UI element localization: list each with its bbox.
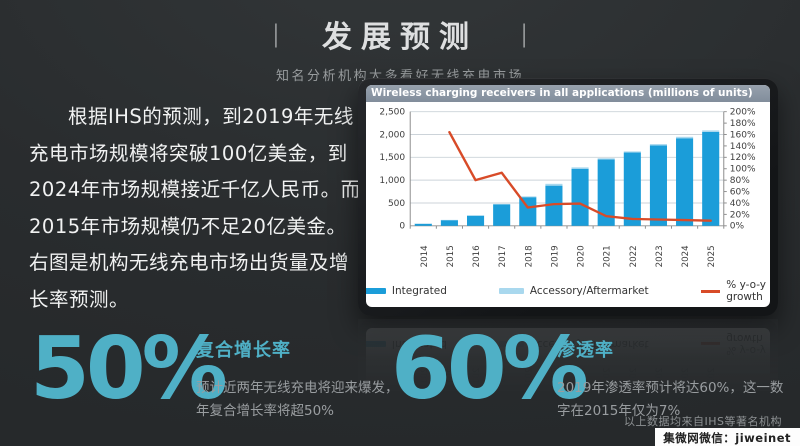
stat-penetration-value: 60%	[391, 319, 589, 419]
svg-text:2018: 2018	[524, 245, 534, 267]
svg-text:60%: 60%	[730, 188, 750, 198]
chart-panel: Wireless charging receivers in all appli…	[366, 85, 770, 307]
chart-legend: Integrated Accessory/Aftermarket % y-o-y g…	[366, 279, 770, 307]
stat-cagr-label: 复合增长率	[196, 340, 291, 361]
svg-text:160%: 160%	[730, 131, 756, 141]
svg-text:2024: 2024	[681, 245, 691, 267]
bar-swatch-icon	[498, 288, 524, 294]
title-divider-left: |	[271, 20, 280, 48]
page-title: 发展预测	[322, 20, 478, 55]
wechat-badge: 集微网微信：jiweinet	[655, 428, 800, 446]
svg-text:2025: 2025	[707, 245, 717, 267]
legend-item-growth: % y-o-y growth	[700, 279, 770, 303]
svg-text:500: 500	[388, 199, 406, 209]
svg-text:2021: 2021	[603, 245, 613, 267]
svg-text:2023: 2023	[655, 245, 665, 267]
stat-cagr-value: 50%	[30, 319, 228, 419]
svg-text:180%: 180%	[730, 119, 756, 129]
svg-text:2019: 2019	[550, 245, 560, 267]
forecast-chart: 0 500 1,000 1,500 2,000 2,500 0% 20%40%60% 80%10…	[366, 102, 770, 279]
svg-text:2,000: 2,000	[379, 131, 405, 141]
svg-text:1,000: 1,000	[379, 176, 405, 186]
stat-cagr-desc: 预计近两年无线充电将迎来爆发，年复合增长率将超50%	[196, 380, 399, 419]
title-divider-right: |	[520, 20, 529, 48]
chart-card: Wireless charging receivers in all appli…	[358, 78, 778, 316]
legend-label: Integrated	[391, 285, 447, 297]
svg-text:140%: 140%	[730, 142, 756, 152]
line-swatch-icon	[700, 289, 721, 293]
slide-header: | 发展预测 | 知名分析机构大多看好无线充电市场	[0, 12, 800, 84]
svg-text:120%: 120%	[730, 153, 756, 163]
svg-text:2,500: 2,500	[379, 108, 405, 118]
svg-text:2015: 2015	[446, 245, 456, 267]
data-source-note: 以上数据均来自IHS等著名机构	[624, 415, 782, 428]
legend-label: % y-o-y growth	[726, 279, 767, 303]
svg-text:40%: 40%	[730, 199, 750, 209]
svg-text:0: 0	[399, 222, 405, 232]
svg-text:1,500: 1,500	[379, 153, 405, 163]
svg-text:80%: 80%	[730, 176, 750, 186]
bar-swatch-icon	[366, 288, 386, 294]
svg-text:2022: 2022	[629, 245, 639, 267]
svg-text:2020: 2020	[576, 245, 586, 267]
svg-text:0%: 0%	[730, 222, 744, 232]
legend-item-accessory-aftermarket: Accessory/Aftermarket	[498, 285, 649, 297]
chart-title: Wireless charging receivers in all appli…	[366, 85, 770, 102]
svg-text:200%: 200%	[730, 108, 756, 118]
title-row: | 发展预测 |	[0, 12, 800, 56]
svg-text:20%: 20%	[730, 210, 750, 220]
stat-penetration-block: 渗透率 2019年渗透率预计将达60%，这一数字在2015年仅为7%	[557, 336, 787, 423]
legend-item-integrated: Integrated	[366, 285, 447, 297]
svg-text:2017: 2017	[498, 245, 508, 267]
forecast-chart-svg: 0 500 1,000 1,500 2,000 2,500 0% 20%40%60% 80%10…	[379, 108, 756, 268]
svg-text:100%: 100%	[730, 165, 756, 175]
stat-penetration-label: 渗透率	[557, 340, 614, 361]
legend-label: Accessory/Aftermarket	[529, 285, 649, 297]
stat-cagr-block: 复合增长率 预计近两年无线充电将迎来爆发，年复合增长率将超50%	[196, 336, 401, 423]
intro-paragraph: 根据IHS的预测，到2019年无线充电市场规模将突破100亿美金，到2024年市…	[29, 105, 361, 311]
svg-text:2014: 2014	[420, 245, 430, 267]
svg-text:2016: 2016	[472, 245, 482, 267]
